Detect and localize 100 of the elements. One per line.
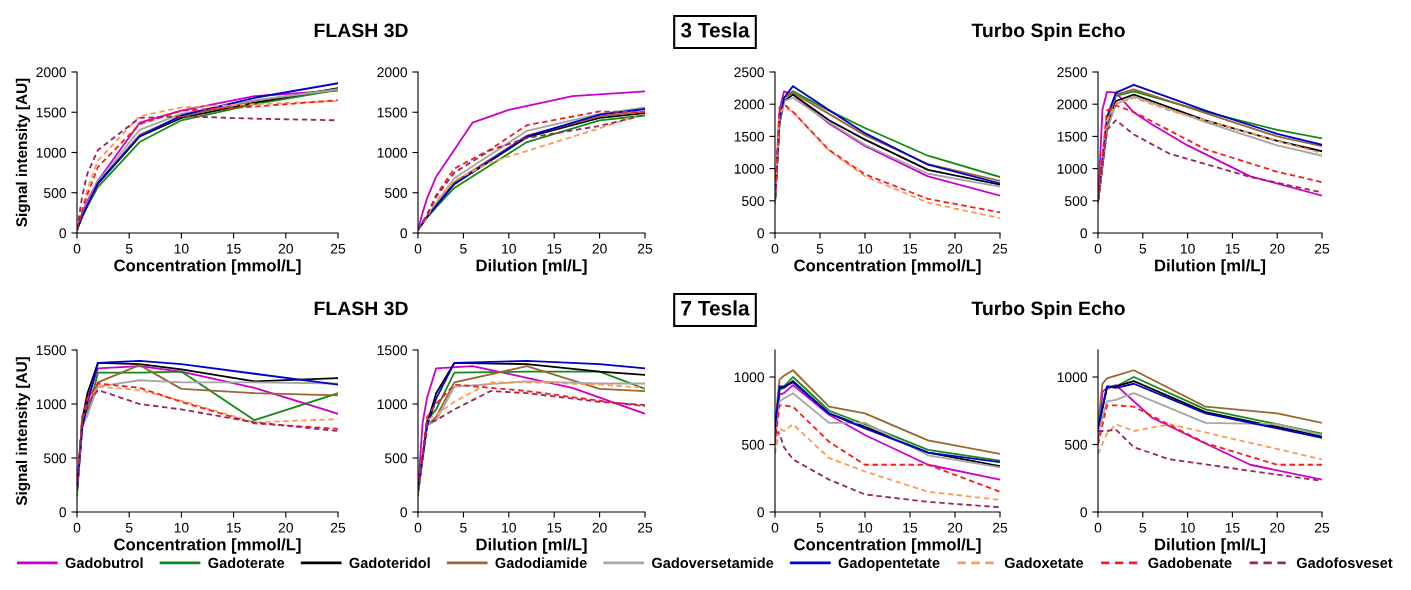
x-axis-title: Concentration [mmol/L] bbox=[794, 538, 981, 554]
x-tick-label: 15 bbox=[226, 522, 241, 533]
x-tick-label: 20 bbox=[592, 243, 607, 254]
y-tick-label: 500 bbox=[43, 453, 67, 464]
x-axis-title: Dilution [ml/L] bbox=[476, 538, 587, 554]
x-tick-label: 15 bbox=[1225, 243, 1240, 254]
y-tick-label: 500 bbox=[384, 453, 408, 464]
x-tick-label: 0 bbox=[1094, 522, 1102, 533]
y-tick-label: 1000 bbox=[1057, 372, 1088, 383]
chart-title: FLASH 3D bbox=[314, 301, 408, 316]
x-tick-label: 5 bbox=[1139, 243, 1147, 254]
x-tick-label: 0 bbox=[771, 522, 779, 533]
y-tick-label: 0 bbox=[1080, 507, 1088, 518]
x-tick-label: 15 bbox=[1225, 522, 1240, 533]
y-tick-label: 500 bbox=[741, 196, 765, 206]
text: Turbo Spin Echo bbox=[971, 300, 1125, 320]
y-tick-label: 1000 bbox=[1057, 163, 1088, 174]
x-tick-label: 10 bbox=[858, 243, 873, 254]
legend-label: Gadoteridol bbox=[349, 557, 430, 569]
x-tick-label: 25 bbox=[330, 243, 346, 254]
y-tick-label: 0 bbox=[1080, 228, 1088, 239]
x-tick-label: 10 bbox=[174, 522, 189, 533]
x-tick-label: 25 bbox=[637, 522, 653, 533]
y-tick-label: 1000 bbox=[377, 399, 408, 410]
x-tick-label: 0 bbox=[771, 243, 779, 254]
x-tick-label: 5 bbox=[125, 243, 133, 254]
x-tick-label: 10 bbox=[858, 522, 873, 533]
x-tick-label: 5 bbox=[125, 522, 133, 533]
y-tick-label: 500 bbox=[384, 188, 408, 198]
x-axis-title: Dilution [ml/L] bbox=[476, 259, 587, 275]
x-tick-label: 5 bbox=[460, 243, 467, 254]
line-series bbox=[1098, 423, 1322, 461]
x-tick-label: 20 bbox=[1270, 243, 1285, 254]
x-tick-label: 10 bbox=[1180, 522, 1195, 533]
text: 7 Tesla bbox=[681, 300, 750, 316]
line-series bbox=[775, 430, 1000, 509]
y-tick-label: 0 bbox=[757, 228, 765, 239]
x-tick-label: 25 bbox=[1314, 243, 1330, 254]
y-tick-label: 1500 bbox=[377, 345, 408, 356]
y-tick-label: 1500 bbox=[36, 107, 67, 118]
line-series bbox=[775, 404, 1000, 493]
x-tick-label: 5 bbox=[816, 243, 824, 254]
legend-label: Gadoterate bbox=[208, 557, 285, 569]
y-tick-label: 500 bbox=[1064, 439, 1088, 450]
y-tick-label: 2000 bbox=[1057, 99, 1088, 110]
y-tick-label: 2500 bbox=[734, 67, 765, 78]
line-series bbox=[1098, 392, 1322, 436]
y-tick-label: 0 bbox=[757, 507, 765, 518]
x-tick-label: 10 bbox=[1180, 243, 1195, 254]
legend-label: Gadofosveset bbox=[1296, 557, 1393, 569]
x-tick-label: 20 bbox=[1270, 522, 1285, 533]
legend-label: Gadoversetamide bbox=[652, 557, 774, 569]
y-tick-label: 0 bbox=[59, 507, 67, 518]
x-tick-label: 10 bbox=[174, 243, 189, 254]
x-tick-label: 25 bbox=[992, 243, 1008, 254]
y-tick-label: 500 bbox=[43, 188, 67, 198]
y-tick-label: 500 bbox=[741, 439, 765, 450]
legend-label: Gadobenate bbox=[1148, 557, 1232, 569]
line-series bbox=[775, 423, 1000, 501]
x-axis-title: Dilution [ml/L] bbox=[1155, 259, 1266, 275]
y-tick-label: 1500 bbox=[36, 345, 67, 356]
y-tick-label: 1500 bbox=[1057, 131, 1088, 142]
y-tick-label: 1500 bbox=[734, 131, 765, 142]
y-tick-label: 0 bbox=[59, 228, 67, 239]
y-tick-label: 2500 bbox=[1057, 67, 1088, 78]
x-tick-label: 15 bbox=[547, 243, 562, 254]
x-tick-label: 20 bbox=[592, 522, 607, 533]
y-tick-label: 1000 bbox=[734, 372, 765, 383]
chart-title: FLASH 3D bbox=[314, 23, 408, 38]
legend-label: Gadodiamide bbox=[495, 557, 587, 569]
x-axis-title: Concentration [mmol/L] bbox=[794, 259, 981, 275]
x-tick-label: 0 bbox=[414, 243, 422, 254]
y-axis-title: Signal intensity [AU] bbox=[15, 78, 31, 227]
x-tick-label: 0 bbox=[73, 243, 81, 254]
line-series bbox=[1098, 404, 1322, 466]
y-tick-label: 0 bbox=[400, 507, 408, 518]
y-tick-label: 1000 bbox=[36, 399, 67, 410]
legend-label: Gadoxetate bbox=[1004, 557, 1084, 569]
text: 3 Tesla bbox=[680, 22, 750, 38]
x-tick-label: 25 bbox=[330, 522, 346, 533]
x-tick-label: 5 bbox=[460, 522, 467, 533]
x-axis-title: Concentration [mmol/L] bbox=[114, 259, 301, 275]
x-tick-label: 0 bbox=[1094, 243, 1102, 254]
x-tick-label: 15 bbox=[547, 522, 562, 533]
x-tick-label: 25 bbox=[637, 243, 653, 254]
x-tick-label: 0 bbox=[73, 522, 81, 533]
y-tick-label: 2000 bbox=[377, 67, 408, 78]
x-tick-label: 25 bbox=[992, 522, 1008, 533]
x-tick-label: 5 bbox=[816, 522, 824, 533]
x-tick-label: 15 bbox=[903, 522, 918, 533]
y-tick-label: 1000 bbox=[377, 147, 408, 158]
x-axis-title: Dilution [ml/L] bbox=[1155, 538, 1266, 554]
x-tick-label: 20 bbox=[278, 243, 293, 254]
x-tick-label: 20 bbox=[947, 243, 963, 254]
x-tick-label: 20 bbox=[947, 522, 963, 533]
y-tick-label: 2000 bbox=[734, 99, 765, 110]
x-tick-label: 15 bbox=[903, 243, 918, 254]
x-tick-label: 25 bbox=[1314, 522, 1330, 533]
line-series bbox=[1098, 369, 1322, 427]
y-tick-label: 0 bbox=[400, 228, 408, 239]
